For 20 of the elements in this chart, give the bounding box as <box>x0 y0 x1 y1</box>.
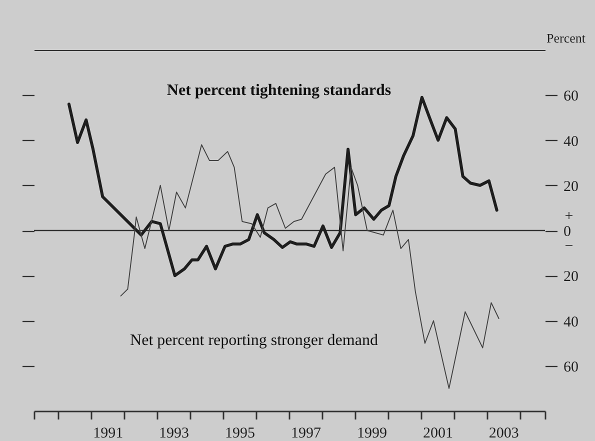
x-tick-label: 1995 <box>225 426 256 441</box>
y-tick-label: 40 <box>564 314 578 330</box>
y-axis-title: Percent <box>546 30 586 46</box>
text: + <box>564 208 574 224</box>
y-tick-label: 60 <box>564 88 578 105</box>
text: Net percent reporting stronger demand <box>130 332 378 349</box>
x-tick-label: 1993 <box>159 426 190 441</box>
x-tick-label: 2003 <box>488 426 519 441</box>
series-label: Net percent tightening standards <box>166 82 392 99</box>
text: − <box>564 238 574 254</box>
x-tick-label: 1991 <box>93 426 124 441</box>
x-tick-label: 1999 <box>356 426 387 441</box>
y-tick-label: 20 <box>564 269 578 286</box>
y-tick-label: 0 <box>564 224 571 240</box>
x-tick-label: 2001 <box>422 426 453 441</box>
x-tick-label: 1997 <box>291 426 322 441</box>
line-series <box>120 144 500 389</box>
y-tick-label: 60 <box>564 359 578 376</box>
y-tick-label: 40 <box>564 134 578 150</box>
y-tick-label: 20 <box>564 178 578 195</box>
